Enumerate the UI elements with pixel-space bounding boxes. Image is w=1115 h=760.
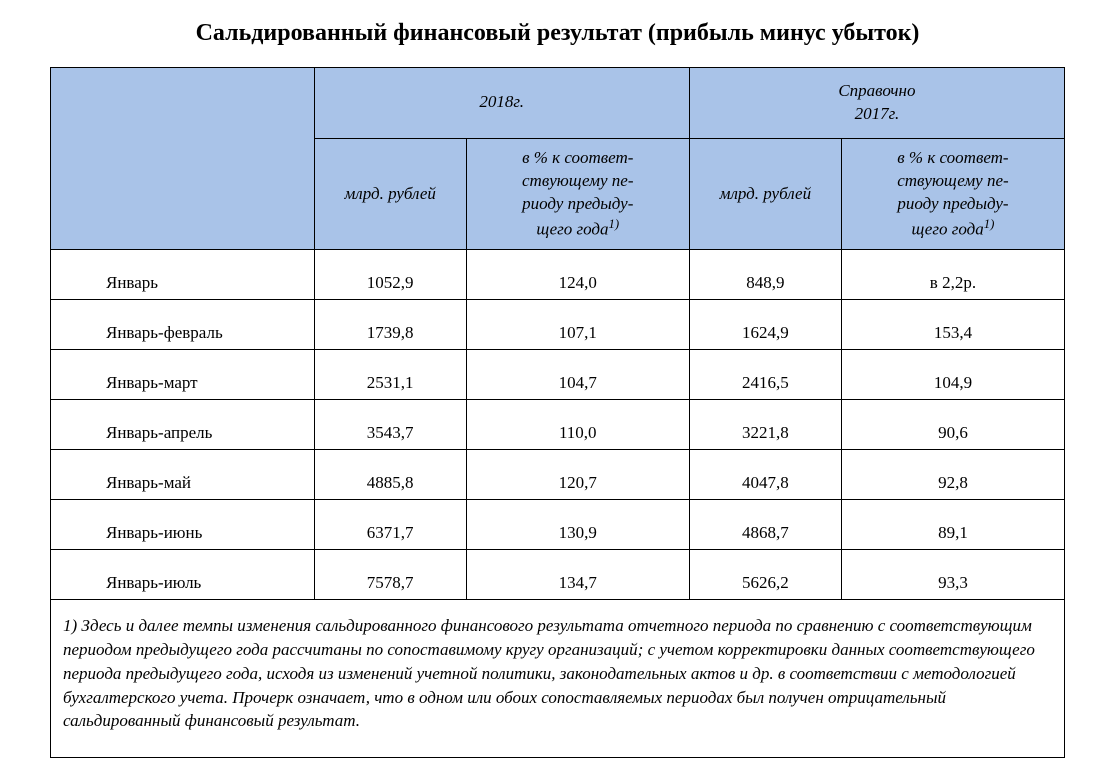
table-row: Январь-февраль1739,8107,11624,9153,4 [51, 300, 1065, 350]
cell-c2: 134,7 [466, 550, 689, 600]
cell-c4: 92,8 [841, 450, 1064, 500]
table-row: Январь-апрель3543,7110,03221,890,6 [51, 400, 1065, 450]
header-year-main: 2018г. [314, 68, 689, 139]
financial-table: 2018г. Справочно 2017г. млрд. рублей в %… [50, 67, 1065, 758]
row-label: Январь-март [51, 350, 315, 400]
header-sub-pct-2017: в % к соответ- ствующему пе- риоду преды… [841, 138, 1064, 249]
row-label: Январь [51, 250, 315, 300]
cell-c1: 2531,1 [314, 350, 466, 400]
cell-c1: 6371,7 [314, 500, 466, 550]
cell-c3: 5626,2 [689, 550, 841, 600]
cell-c4: 89,1 [841, 500, 1064, 550]
cell-c3: 4047,8 [689, 450, 841, 500]
cell-c2: 130,9 [466, 500, 689, 550]
row-label: Январь-май [51, 450, 315, 500]
cell-c3: 3221,8 [689, 400, 841, 450]
table-row: Январь-май4885,8120,74047,892,8 [51, 450, 1065, 500]
header-sub-rub-2018: млрд. рублей [314, 138, 466, 249]
table-row: Январь-июль7578,7134,75626,293,3 [51, 550, 1065, 600]
cell-c2: 120,7 [466, 450, 689, 500]
cell-c3: 4868,7 [689, 500, 841, 550]
cell-c4: 93,3 [841, 550, 1064, 600]
cell-c2: 110,0 [466, 400, 689, 450]
table-row: Январь-март2531,1104,72416,5104,9 [51, 350, 1065, 400]
header-sub-pct-2018: в % к соответ- ствующему пе- риоду преды… [466, 138, 689, 249]
cell-c3: 848,9 [689, 250, 841, 300]
header-year-ref-line2: 2017г. [855, 104, 900, 123]
row-label: Январь-февраль [51, 300, 315, 350]
page-title: Сальдированный финансовый результат (при… [50, 20, 1065, 47]
cell-c2: 104,7 [466, 350, 689, 400]
cell-c4: 153,4 [841, 300, 1064, 350]
cell-c4: 90,6 [841, 400, 1064, 450]
row-label: Январь-июнь [51, 500, 315, 550]
header-year-ref: Справочно 2017г. [689, 68, 1064, 139]
cell-c4: 104,9 [841, 350, 1064, 400]
cell-c4: в 2,2р. [841, 250, 1064, 300]
row-label: Январь-апрель [51, 400, 315, 450]
header-year-ref-line1: Справочно [838, 81, 915, 100]
header-corner [51, 68, 315, 250]
footnote-row: 1) Здесь и далее темпы изменения сальдир… [51, 600, 1065, 758]
cell-c1: 7578,7 [314, 550, 466, 600]
row-label: Январь-июль [51, 550, 315, 600]
cell-c3: 2416,5 [689, 350, 841, 400]
cell-c1: 4885,8 [314, 450, 466, 500]
cell-c1: 1739,8 [314, 300, 466, 350]
table-row: Январь1052,9124,0848,9в 2,2р. [51, 250, 1065, 300]
table-row: Январь-июнь6371,7130,94868,789,1 [51, 500, 1065, 550]
cell-c3: 1624,9 [689, 300, 841, 350]
cell-c1: 1052,9 [314, 250, 466, 300]
cell-c1: 3543,7 [314, 400, 466, 450]
cell-c2: 107,1 [466, 300, 689, 350]
header-sub-rub-2017: млрд. рублей [689, 138, 841, 249]
footnote-text: 1) Здесь и далее темпы изменения сальдир… [51, 600, 1065, 758]
cell-c2: 124,0 [466, 250, 689, 300]
